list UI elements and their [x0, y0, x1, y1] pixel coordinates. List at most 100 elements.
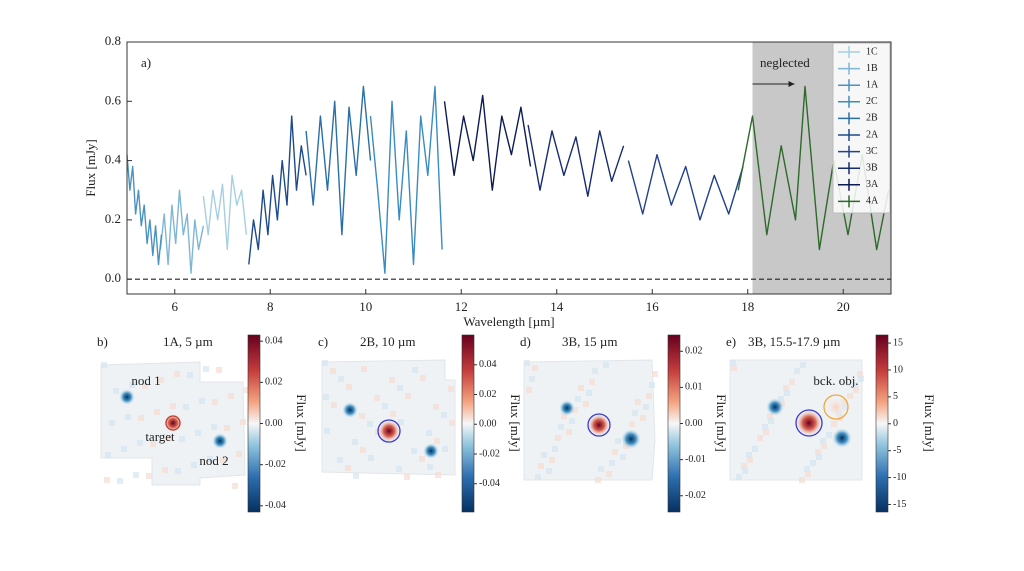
noise-pixel	[174, 371, 180, 377]
noise-pixel	[561, 413, 567, 419]
noise-pixel	[578, 385, 584, 391]
noise-pixel	[191, 462, 197, 468]
colorbar-label: Flux [mJy]	[508, 394, 523, 451]
noise-pixel	[361, 366, 367, 372]
noise-pixel	[652, 371, 658, 377]
arrow-head	[788, 81, 795, 87]
source	[588, 414, 610, 436]
noise-pixel	[441, 412, 447, 418]
noise-pixel	[603, 362, 609, 368]
x-tick-label: 8	[267, 299, 274, 314]
noise-pixel	[853, 387, 859, 393]
noise-pixel	[538, 463, 544, 469]
noise-pixel	[435, 472, 441, 478]
noise-pixel	[240, 419, 246, 425]
noise-pixel	[566, 429, 572, 435]
spectrum-line	[202, 174, 248, 251]
panel-label: c)	[318, 334, 328, 349]
noise-pixel	[220, 457, 226, 463]
noise-pixel	[142, 383, 148, 389]
noise-pixel	[412, 367, 418, 373]
colorbar-tick-label: 5	[893, 391, 898, 402]
noise-pixel	[150, 441, 156, 447]
y-tick-label: 0.0	[105, 270, 121, 285]
noise-pixel	[784, 390, 790, 396]
noise-pixel	[224, 425, 230, 431]
source	[621, 429, 641, 449]
noise-pixel	[138, 415, 144, 421]
noise-pixel	[778, 396, 784, 402]
noise-pixel	[146, 473, 152, 479]
source	[832, 428, 852, 448]
x-tick-label: 14	[550, 299, 564, 314]
source	[342, 402, 358, 418]
noise-pixel	[549, 457, 555, 463]
colorbar-tick-label: 15	[893, 337, 903, 348]
colorbar-label: Flux [mJy]	[922, 394, 937, 451]
image-panel	[729, 359, 864, 483]
noise-pixel	[741, 463, 747, 469]
colorbar-tick-label: 10	[893, 364, 903, 375]
x-tick-label: 12	[455, 299, 468, 314]
noise-pixel	[101, 362, 107, 368]
noise-pixel	[396, 466, 402, 472]
noise-pixel	[763, 429, 769, 435]
noise-pixel	[104, 477, 110, 483]
source	[766, 398, 784, 416]
noise-pixel	[730, 360, 736, 366]
noise-pixel	[448, 386, 454, 392]
noise-pixel	[572, 407, 578, 413]
noise-pixel	[367, 421, 373, 427]
colorbar-tick-label: 0.02	[685, 346, 703, 357]
colorbar-tick-label: 0.00	[479, 419, 497, 430]
noise-pixel	[420, 375, 426, 381]
noise-pixel	[390, 411, 396, 417]
image-footprint	[321, 359, 456, 476]
noise-pixel	[615, 438, 621, 444]
noise-pixel	[643, 404, 649, 410]
noise-pixel	[586, 390, 592, 396]
x-axis-label: Wavelength [µm]	[463, 314, 554, 329]
source	[824, 395, 848, 419]
panel-title: 1A, 5 µm	[163, 334, 213, 349]
noise-pixel	[129, 382, 135, 388]
noise-pixel	[583, 401, 589, 407]
noise-pixel	[592, 368, 598, 374]
panel-title: 3B, 15 µm	[562, 334, 618, 349]
noise-pixel	[640, 415, 646, 421]
x-tick-label: 16	[646, 299, 660, 314]
legend-label: 1B	[866, 63, 878, 74]
noise-pixel	[442, 446, 448, 452]
colorbar-tick-label: -0.04	[479, 478, 500, 489]
aperture	[165, 415, 181, 431]
noise-pixel	[810, 460, 816, 466]
noise-pixel	[541, 452, 547, 458]
noise-pixel	[137, 440, 143, 446]
noise-pixel	[211, 424, 217, 430]
annotation: neglected	[760, 55, 810, 70]
noise-pixel	[857, 371, 863, 377]
noise-pixel	[360, 447, 366, 453]
noise-pixel	[646, 393, 652, 399]
colorbar-label: Flux [mJy]	[294, 394, 309, 451]
image-panel	[321, 359, 456, 480]
aperture	[377, 419, 401, 443]
noise-pixel	[529, 376, 535, 382]
panel-label: b)	[97, 334, 108, 349]
noise-pixel	[821, 443, 827, 449]
colorbar-tick-label: -0.02	[265, 459, 286, 470]
spectrum-line	[527, 124, 625, 197]
colorbar	[247, 334, 261, 513]
noise-pixel	[353, 473, 359, 479]
noise-pixel	[323, 394, 329, 400]
noise-pixel	[589, 379, 595, 385]
noise-pixel	[352, 439, 358, 445]
colorbar-label: Flux [mJy]	[714, 394, 729, 451]
panel-label: a)	[141, 55, 151, 70]
noise-pixel	[609, 460, 615, 466]
legend-label: 3C	[866, 146, 878, 157]
spectrum-line	[443, 94, 532, 191]
noise-pixel	[746, 452, 752, 458]
noise-pixel	[606, 471, 612, 477]
